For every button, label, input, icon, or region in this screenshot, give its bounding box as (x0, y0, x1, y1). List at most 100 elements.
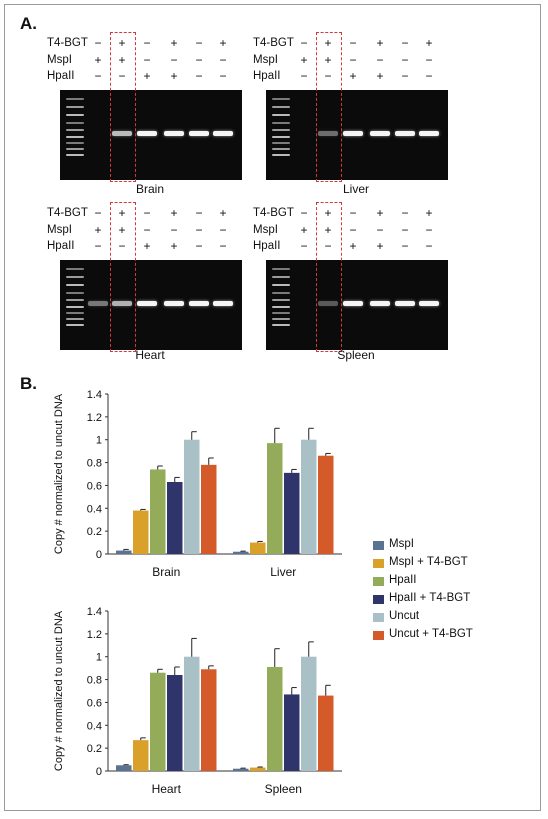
gel-symbol: + (219, 206, 227, 220)
gel-symbol: − (376, 53, 384, 67)
gel-symbol: − (143, 206, 151, 220)
ladder-band (272, 268, 290, 270)
gel-band (213, 301, 233, 306)
gel-symbol: − (94, 69, 102, 83)
gel-row-label-t4bgt: T4-BGT (47, 37, 88, 49)
gel-band (137, 301, 157, 306)
gel-band (395, 131, 415, 136)
ladder-band (66, 114, 84, 116)
gel-band (395, 301, 415, 306)
gel-symbol: − (349, 223, 357, 237)
ladder-band (66, 284, 84, 286)
ladder-band (272, 114, 290, 116)
gel-symbol: − (143, 223, 151, 237)
gel-band (343, 131, 363, 136)
legend-label: HpaII (389, 574, 417, 586)
ladder-band (66, 98, 84, 100)
gel-band (370, 301, 390, 306)
gel-image (60, 90, 242, 180)
ladder-band (272, 98, 290, 100)
gel-image (266, 90, 448, 180)
highlight-box (110, 32, 136, 182)
ladder-band (66, 276, 84, 278)
gel-symbol: − (425, 69, 433, 83)
gel-symbol: + (118, 53, 126, 67)
ladder-band (272, 324, 290, 326)
gel-row-label-t4bgt: T4-BGT (253, 207, 294, 219)
gel-symbol: − (401, 53, 409, 67)
legend-swatch (373, 631, 384, 640)
legend-label: Uncut (389, 610, 420, 622)
gel-symbol: + (118, 206, 126, 220)
gel-symbol: + (219, 36, 227, 50)
gel-band (318, 131, 338, 136)
ladder-band (272, 122, 290, 124)
gel-band (189, 131, 209, 136)
legend-swatch (373, 595, 384, 604)
gel-symbol: − (425, 53, 433, 67)
gel-symbol: + (143, 69, 151, 83)
ladder-band (66, 142, 84, 144)
gel-symbol: − (300, 239, 308, 253)
ladder-band (272, 154, 290, 156)
gel-symbol: − (219, 69, 227, 83)
ladder-band (272, 276, 290, 278)
gel-symbol: + (324, 36, 332, 50)
gel-symbol: + (118, 36, 126, 50)
gel-symbol: + (376, 206, 384, 220)
gel-symbol: − (219, 223, 227, 237)
highlight-box (316, 32, 342, 182)
gel-row-label-mspi: MspI (253, 224, 278, 236)
gel-symbol: − (324, 69, 332, 83)
gel-row-label-hpaii: HpaII (47, 70, 75, 82)
gel-symbol: + (324, 223, 332, 237)
gel-row-label-t4bgt: T4-BGT (253, 37, 294, 49)
gel-band (88, 301, 108, 306)
gel-row-label-hpaii: HpaII (47, 240, 75, 252)
gel-symbol: − (401, 69, 409, 83)
ladder-band (66, 154, 84, 156)
ladder-band (272, 148, 290, 150)
gel-symbol: − (170, 53, 178, 67)
legend-label: Uncut + T4-BGT (389, 628, 473, 640)
gel-symbol: + (300, 53, 308, 67)
gel-symbol: − (300, 206, 308, 220)
gel-symbol: − (401, 206, 409, 220)
gel-symbol: − (219, 53, 227, 67)
gel-symbol: + (94, 53, 102, 67)
ladder-band (66, 136, 84, 138)
gel-image (266, 260, 448, 350)
gel-symbol: − (195, 206, 203, 220)
gel-tissue-label: Liver (342, 182, 369, 196)
gel-symbol: − (170, 223, 178, 237)
legend-swatch (373, 613, 384, 622)
gel-band (164, 131, 184, 136)
gel-symbol: − (401, 239, 409, 253)
gel-band (164, 301, 184, 306)
gel-row-label-hpaii: HpaII (253, 240, 281, 252)
gel-symbol: − (143, 53, 151, 67)
gel-symbol: − (401, 36, 409, 50)
gel-symbol: − (143, 36, 151, 50)
ladder-band (66, 324, 84, 326)
gel-symbol: + (349, 69, 357, 83)
ladder-band (66, 312, 84, 314)
gel-band (112, 131, 132, 136)
gel-symbol: − (300, 36, 308, 50)
gel-symbol: − (195, 223, 203, 237)
gel-symbol: + (170, 69, 178, 83)
gel-symbol: − (94, 36, 102, 50)
gel-symbol: + (300, 223, 308, 237)
gel-tissue-label: Brain (135, 182, 164, 196)
highlight-box (316, 202, 342, 352)
ladder-band (272, 136, 290, 138)
gel-symbol: − (195, 36, 203, 50)
gel-band (419, 301, 439, 306)
gel-symbol: + (425, 206, 433, 220)
gel-symbol: − (425, 223, 433, 237)
gel-symbol: − (195, 69, 203, 83)
panel-b-label: B. (20, 374, 37, 393)
gel-tissue-label: Heart (135, 348, 165, 362)
ladder-band (272, 312, 290, 314)
ladder-band (66, 106, 84, 108)
